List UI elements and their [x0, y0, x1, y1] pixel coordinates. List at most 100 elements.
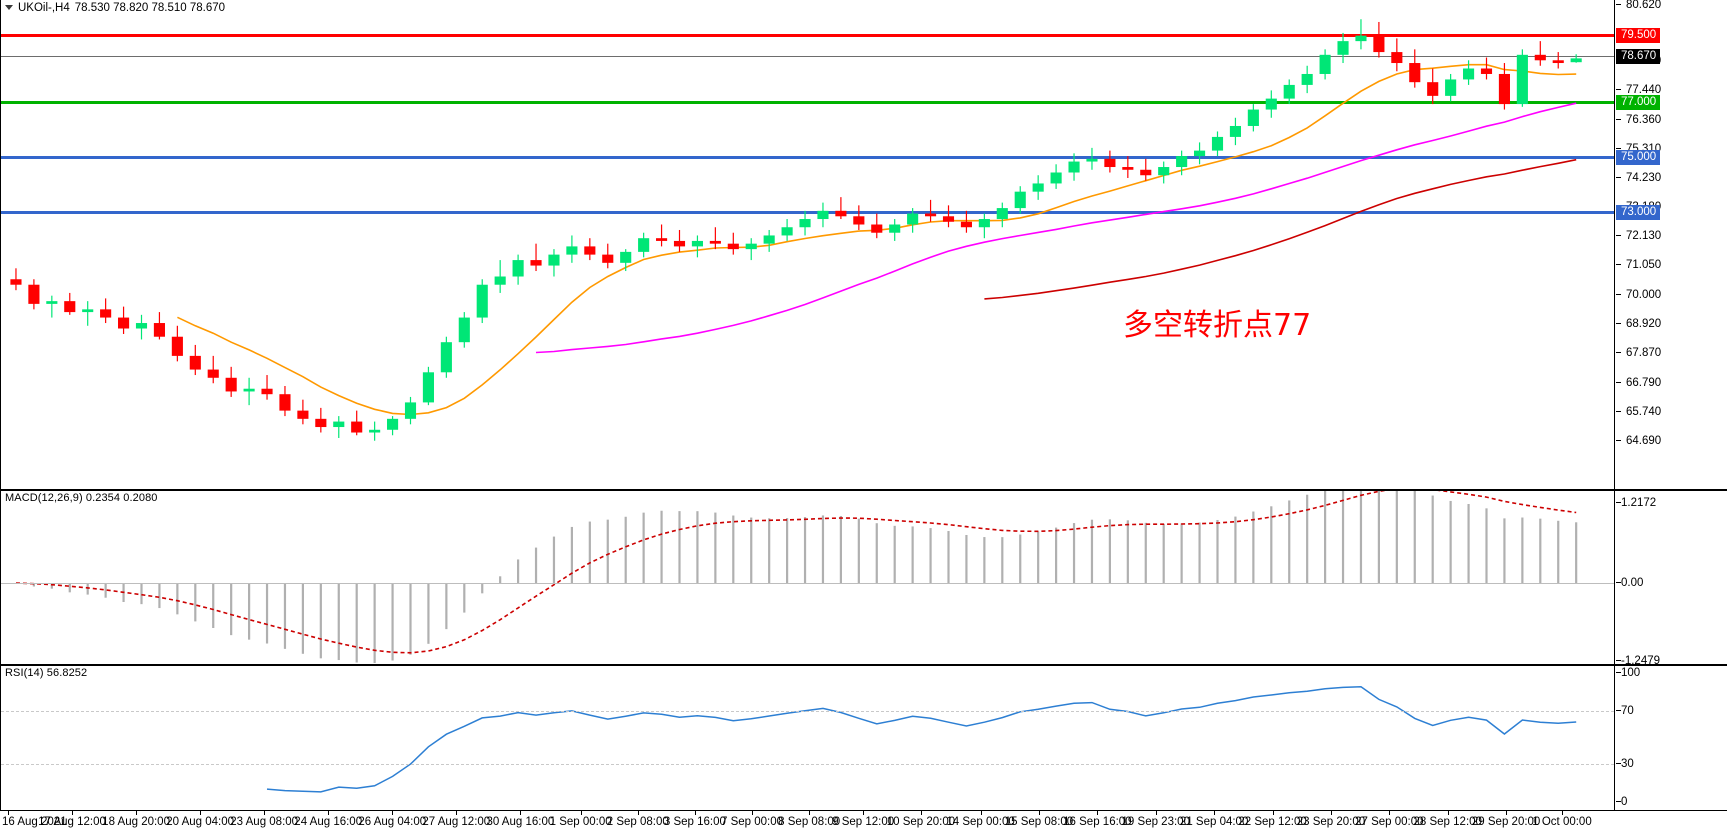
candle-body	[602, 254, 614, 263]
candle-body	[584, 246, 596, 255]
macd-histogram-bar	[732, 515, 735, 583]
candle-body	[548, 254, 560, 266]
macd-zero-line	[1, 583, 1614, 584]
candle-body	[745, 243, 757, 250]
level-line-79500[interactable]	[1, 34, 1614, 37]
candle-body	[28, 284, 40, 304]
ohlc-values-label: 78.530 78.820 78.510 78.670	[74, 1, 226, 14]
candle-body	[1014, 191, 1026, 209]
macd-histogram-bar	[570, 526, 573, 583]
time-axis-label: 29 Sep 20:00	[1471, 816, 1541, 828]
time-axis-label: 14 Sep 00:00	[946, 816, 1015, 828]
macd-histogram-bar	[642, 512, 645, 583]
candle-body	[1229, 125, 1241, 137]
candle-body	[996, 208, 1008, 220]
price-scale-axis[interactable]: 80.62079.50078.67078.49077.44077.00076.3…	[1614, 0, 1727, 489]
candle-body	[315, 418, 327, 428]
triangle-down-icon[interactable]	[5, 5, 13, 10]
candle-body	[1570, 58, 1582, 63]
rsi-tick-100: 100	[1615, 666, 1640, 680]
candle-body	[1480, 68, 1493, 74]
rsi-indicator-panel[interactable]: 100 70 30 0 RSI(14) 56.8252	[0, 665, 1727, 811]
rsi-scale-axis[interactable]: 100 70 30 0	[1614, 666, 1727, 810]
macd-histogram-bar	[893, 525, 896, 583]
macd-histogram-bar	[373, 583, 376, 664]
rsi-plot-area[interactable]	[1, 666, 1614, 810]
price-tag-77-000[interactable]: 77.000	[1616, 95, 1661, 110]
candle-body	[387, 418, 399, 430]
macd-histogram-bar	[1467, 504, 1470, 583]
price-tag-78-670[interactable]: 78.670	[1616, 49, 1661, 64]
time-tick	[1214, 811, 1216, 815]
level-line-75000[interactable]	[1, 156, 1614, 159]
macd-histogram-bar	[1216, 519, 1219, 583]
candle-body	[566, 246, 578, 255]
macd-histogram-bar	[1037, 531, 1040, 583]
price-tag-75-000[interactable]: 75.000	[1616, 150, 1661, 165]
macd-histogram-bar	[803, 517, 807, 583]
macd-histogram-bar	[1162, 523, 1165, 583]
candle-body	[1355, 35, 1367, 42]
candle-body	[512, 260, 524, 277]
price-panel-left-border	[0, 0, 1, 489]
time-tick	[1506, 811, 1508, 815]
price-tick-68-920: 68.920	[1615, 317, 1661, 331]
time-tick	[328, 811, 330, 815]
macd-histogram-bar	[1359, 491, 1363, 583]
candle-body	[1552, 60, 1564, 64]
candle-body	[118, 317, 130, 329]
price-plot-area[interactable]: 多空转折点77	[1, 0, 1614, 489]
price-series-svg	[10, 19, 1582, 441]
candle-body	[100, 309, 112, 318]
macd-histogram-bar	[983, 537, 986, 583]
rsi-tick-70: 70	[1615, 704, 1634, 718]
time-axis-label: 23 Sep 20:00	[1296, 816, 1366, 828]
candle-body	[907, 213, 919, 225]
macd-scale-axis[interactable]: 1.2172 0.00 -1.2479	[1614, 491, 1727, 667]
macd-histogram-bar	[1126, 520, 1129, 583]
macd-histogram-bar	[552, 536, 556, 583]
symbol-timeframe-label: UKOil-,H4	[18, 1, 70, 14]
price-tag-79-500[interactable]: 79.500	[1616, 28, 1661, 43]
candle-body	[656, 238, 668, 241]
candle-body	[1122, 167, 1134, 170]
chart-annotation-text[interactable]: 多空转折点77	[1123, 308, 1312, 343]
macd-histogram-bar	[1503, 518, 1506, 583]
price-tick-72-130: 72.130	[1615, 229, 1661, 243]
macd-histogram-bar	[1019, 534, 1022, 583]
macd-panel-left-border	[0, 491, 1, 664]
time-tick	[637, 811, 639, 815]
macd-tick-neg1-2479: -1.2479	[1615, 654, 1660, 668]
time-tick	[1038, 811, 1040, 815]
price-chart-panel[interactable]: 多空转折点77 80.62079.50078.67078.49077.44077…	[0, 0, 1727, 490]
rsi-panel-left-border	[0, 666, 1, 810]
macd-plot-area[interactable]	[1, 491, 1614, 664]
macd-histogram-bar	[355, 583, 358, 663]
macd-histogram-bar	[821, 515, 825, 583]
macd-histogram-bar	[1198, 522, 1201, 583]
macd-indicator-panel[interactable]: 1.2172 0.00 -1.2479 MACD(12,26,9) 0.2354 0…	[0, 490, 1727, 667]
macd-histogram-bar	[140, 583, 143, 605]
time-axis-label: 16 Sep 16:00	[1063, 816, 1132, 828]
macd-histogram-bar	[1252, 511, 1255, 583]
level-line-last-price	[1, 56, 1614, 57]
time-axis[interactable]: 16 Aug 2021 17 Aug 12:00 18 Aug 20:00 20 Au…	[0, 811, 1727, 837]
candle-body	[1104, 158, 1116, 168]
macd-histogram-bar	[965, 534, 968, 583]
rsi-tick-30: 30	[1615, 757, 1634, 771]
macd-histogram-bar	[929, 528, 932, 583]
rsi-grid-30	[1, 764, 1614, 765]
candle-body	[638, 238, 650, 252]
macd-histogram-bar	[427, 583, 430, 644]
level-line-77000[interactable]	[1, 101, 1614, 104]
level-line-73000[interactable]	[1, 211, 1614, 214]
candle-body	[10, 279, 22, 285]
macd-histogram-bar	[534, 547, 538, 583]
time-axis-label: 27 Aug 12:00	[422, 816, 491, 828]
time-tick	[1097, 811, 1099, 815]
candle-body	[1337, 41, 1349, 55]
price-tag-73-000[interactable]: 73.000	[1616, 205, 1661, 220]
candle-body	[207, 369, 219, 378]
macd-tick-0neg00: 0.00	[1615, 576, 1643, 590]
